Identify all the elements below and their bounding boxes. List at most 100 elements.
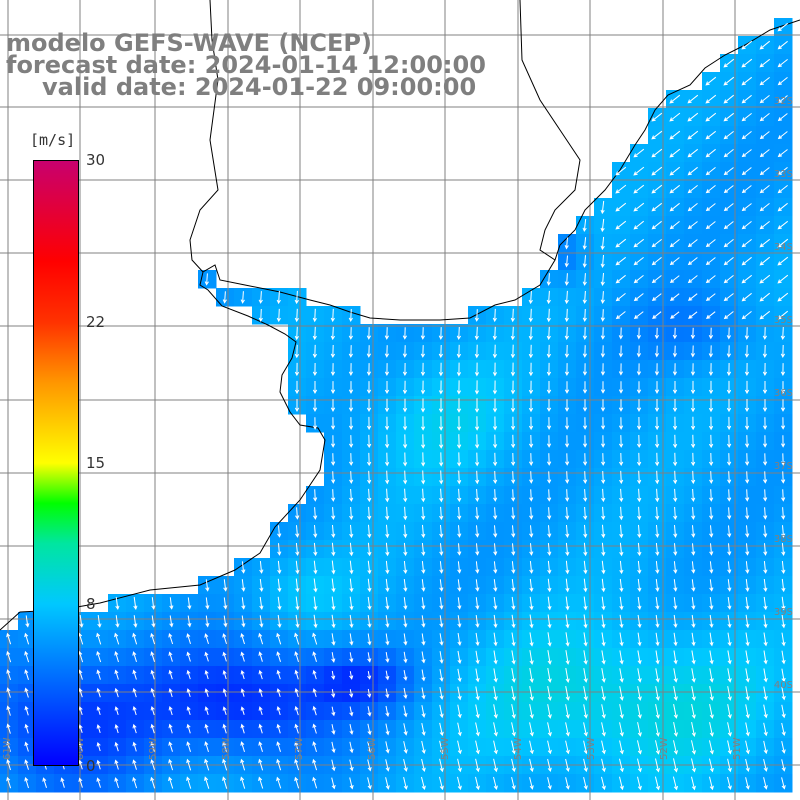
wind-vector	[511, 722, 516, 737]
wind-vector	[727, 543, 732, 556]
wind-vector	[439, 687, 444, 700]
wind-vector	[759, 149, 770, 158]
longitude-label: 55W	[440, 737, 451, 760]
wind-vector	[690, 345, 696, 358]
wind-vector	[492, 344, 498, 359]
wind-vector	[564, 417, 570, 430]
wind-vector	[636, 345, 642, 358]
wind-vector	[528, 380, 534, 395]
wind-vector	[655, 542, 660, 557]
wind-vector	[637, 668, 642, 683]
wind-vector	[673, 632, 678, 647]
wind-vector	[564, 326, 570, 341]
wind-vector	[600, 291, 605, 304]
wind-vector	[655, 704, 660, 719]
wind-vector	[349, 471, 354, 484]
wind-vector	[745, 704, 750, 719]
wind-vector	[349, 777, 354, 790]
wind-vector	[367, 596, 372, 611]
wind-vector	[240, 291, 245, 304]
wind-vector	[709, 650, 714, 665]
wind-vector	[744, 362, 750, 377]
wind-vector	[670, 311, 680, 319]
wind-vector	[654, 776, 660, 791]
wind-vector	[723, 112, 735, 122]
wind-vector	[294, 687, 299, 698]
wind-vector	[582, 345, 588, 358]
wind-vector	[367, 671, 372, 680]
wind-vector	[259, 615, 264, 628]
wind-vector	[745, 596, 750, 611]
wind-vector	[741, 292, 752, 302]
wind-vector	[777, 274, 789, 284]
wind-vector	[529, 471, 534, 484]
colorbar-tick-label: 15	[86, 454, 106, 472]
colorbar-unit: [m/s]	[30, 131, 76, 149]
wind-vector	[744, 327, 750, 340]
wind-vector	[510, 326, 515, 341]
wind-vector	[690, 452, 696, 467]
wind-vector	[313, 560, 318, 575]
wind-vector	[421, 579, 426, 592]
wind-vector	[204, 706, 209, 716]
longitude-label: 52W	[659, 737, 670, 760]
wind-vector	[705, 148, 716, 158]
wind-vector	[781, 543, 786, 556]
wind-vector	[349, 741, 354, 754]
wind-vector	[457, 704, 462, 719]
wind-vector	[510, 344, 516, 359]
wind-vector	[633, 311, 644, 320]
wind-vector	[114, 706, 119, 716]
wind-vector	[385, 470, 390, 485]
wind-vector	[258, 741, 263, 752]
wind-vector	[762, 399, 768, 412]
wind-vector	[546, 308, 551, 323]
wind-vector	[615, 184, 627, 194]
wind-vector	[615, 238, 627, 248]
wind-vector	[6, 669, 11, 681]
wind-vector	[330, 453, 336, 466]
wind-vector	[457, 758, 462, 773]
wind-vector	[312, 669, 317, 680]
wind-vector	[510, 434, 516, 449]
wind-vector	[600, 254, 605, 269]
wind-vector	[763, 632, 768, 647]
wind-vector	[741, 94, 752, 104]
wind-vector	[456, 326, 462, 341]
wind-vector	[690, 398, 696, 413]
wind-vector	[583, 578, 588, 593]
wind-vector	[222, 723, 227, 734]
wind-vector	[258, 632, 264, 645]
wind-vector	[402, 345, 408, 358]
wind-vector	[366, 327, 372, 340]
wind-vector	[222, 758, 228, 771]
wind-vector	[637, 560, 642, 575]
wind-vector	[186, 688, 191, 698]
wind-vector	[457, 506, 462, 521]
wind-vector	[745, 543, 750, 556]
wind-vector	[96, 651, 102, 663]
wind-vector	[564, 344, 570, 359]
wind-vector	[651, 112, 663, 122]
wind-vector	[187, 615, 192, 628]
wind-vector	[150, 741, 155, 752]
wind-vector	[780, 344, 786, 359]
colorbar	[33, 160, 79, 766]
wind-vector	[421, 542, 426, 557]
wind-vector	[744, 399, 750, 413]
wind-vector	[457, 488, 462, 503]
wind-vector	[723, 221, 734, 230]
wind-vector	[547, 686, 552, 701]
wind-vector	[601, 524, 606, 539]
wind-vector	[222, 706, 227, 715]
wind-vector	[672, 398, 678, 413]
wind-vector	[439, 470, 444, 485]
wind-vector	[115, 596, 120, 611]
wind-vector	[403, 615, 408, 628]
wind-vector	[619, 758, 624, 773]
wind-vector	[583, 650, 588, 665]
wind-vector	[366, 416, 372, 431]
wind-vector	[615, 202, 627, 212]
wind-vector	[777, 22, 789, 32]
